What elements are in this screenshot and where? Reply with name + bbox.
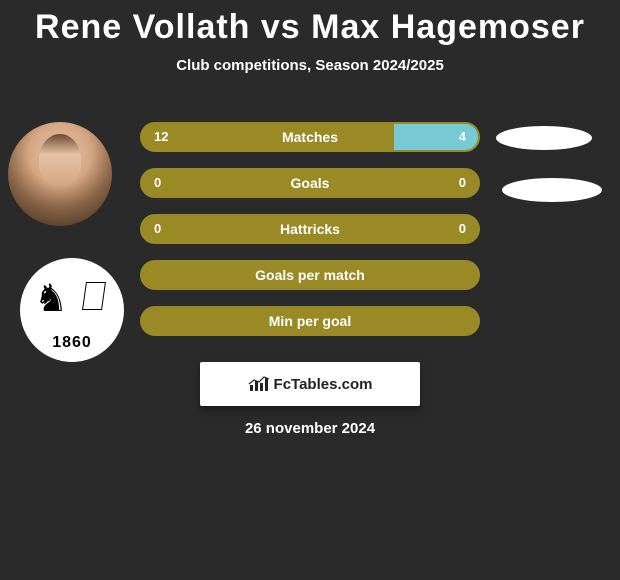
- page-title: Rene Vollath vs Max Hagemoser: [0, 0, 620, 47]
- bar-chart-icon: [248, 375, 270, 393]
- stat-value-left: 0: [154, 170, 161, 196]
- page-subtitle: Club competitions, Season 2024/2025: [0, 57, 620, 74]
- stat-value-left: 12: [154, 124, 168, 150]
- pennant-icon: [82, 282, 106, 310]
- player2-crest: ♞ 1860: [20, 258, 124, 362]
- stat-label: Goals: [142, 170, 478, 196]
- player1-avatar: [8, 122, 112, 226]
- stat-value-right: 4: [459, 124, 466, 150]
- brand-box[interactable]: FcTables.com: [200, 362, 420, 406]
- stat-value-right: 0: [459, 170, 466, 196]
- crest-year: 1860: [52, 334, 92, 352]
- stat-label: Goals per match: [142, 262, 478, 288]
- comparison-bars: Matches124Goals00Hattricks00Goals per ma…: [140, 122, 480, 352]
- ellipse-marker: [502, 178, 602, 202]
- stat-value-right: 0: [459, 216, 466, 242]
- stat-row: Hattricks0 0: [140, 214, 480, 244]
- stat-row: Min per goal: [140, 306, 480, 336]
- date-line: 26 november 2024: [0, 420, 620, 437]
- stat-label: Min per goal: [142, 308, 478, 334]
- lion-icon: ♞: [34, 276, 68, 321]
- avatars-column: ♞ 1860: [8, 122, 124, 362]
- stat-label: Matches: [142, 124, 478, 150]
- stat-row: Matches12 4: [140, 122, 480, 152]
- right-ellipses: [492, 126, 602, 230]
- brand-text: FcTables.com: [274, 376, 373, 393]
- stat-row: Goals per match: [140, 260, 480, 290]
- stat-value-left: 0: [154, 216, 161, 242]
- stat-row: Goals0 0: [140, 168, 480, 198]
- stat-label: Hattricks: [142, 216, 478, 242]
- ellipse-marker: [496, 126, 592, 150]
